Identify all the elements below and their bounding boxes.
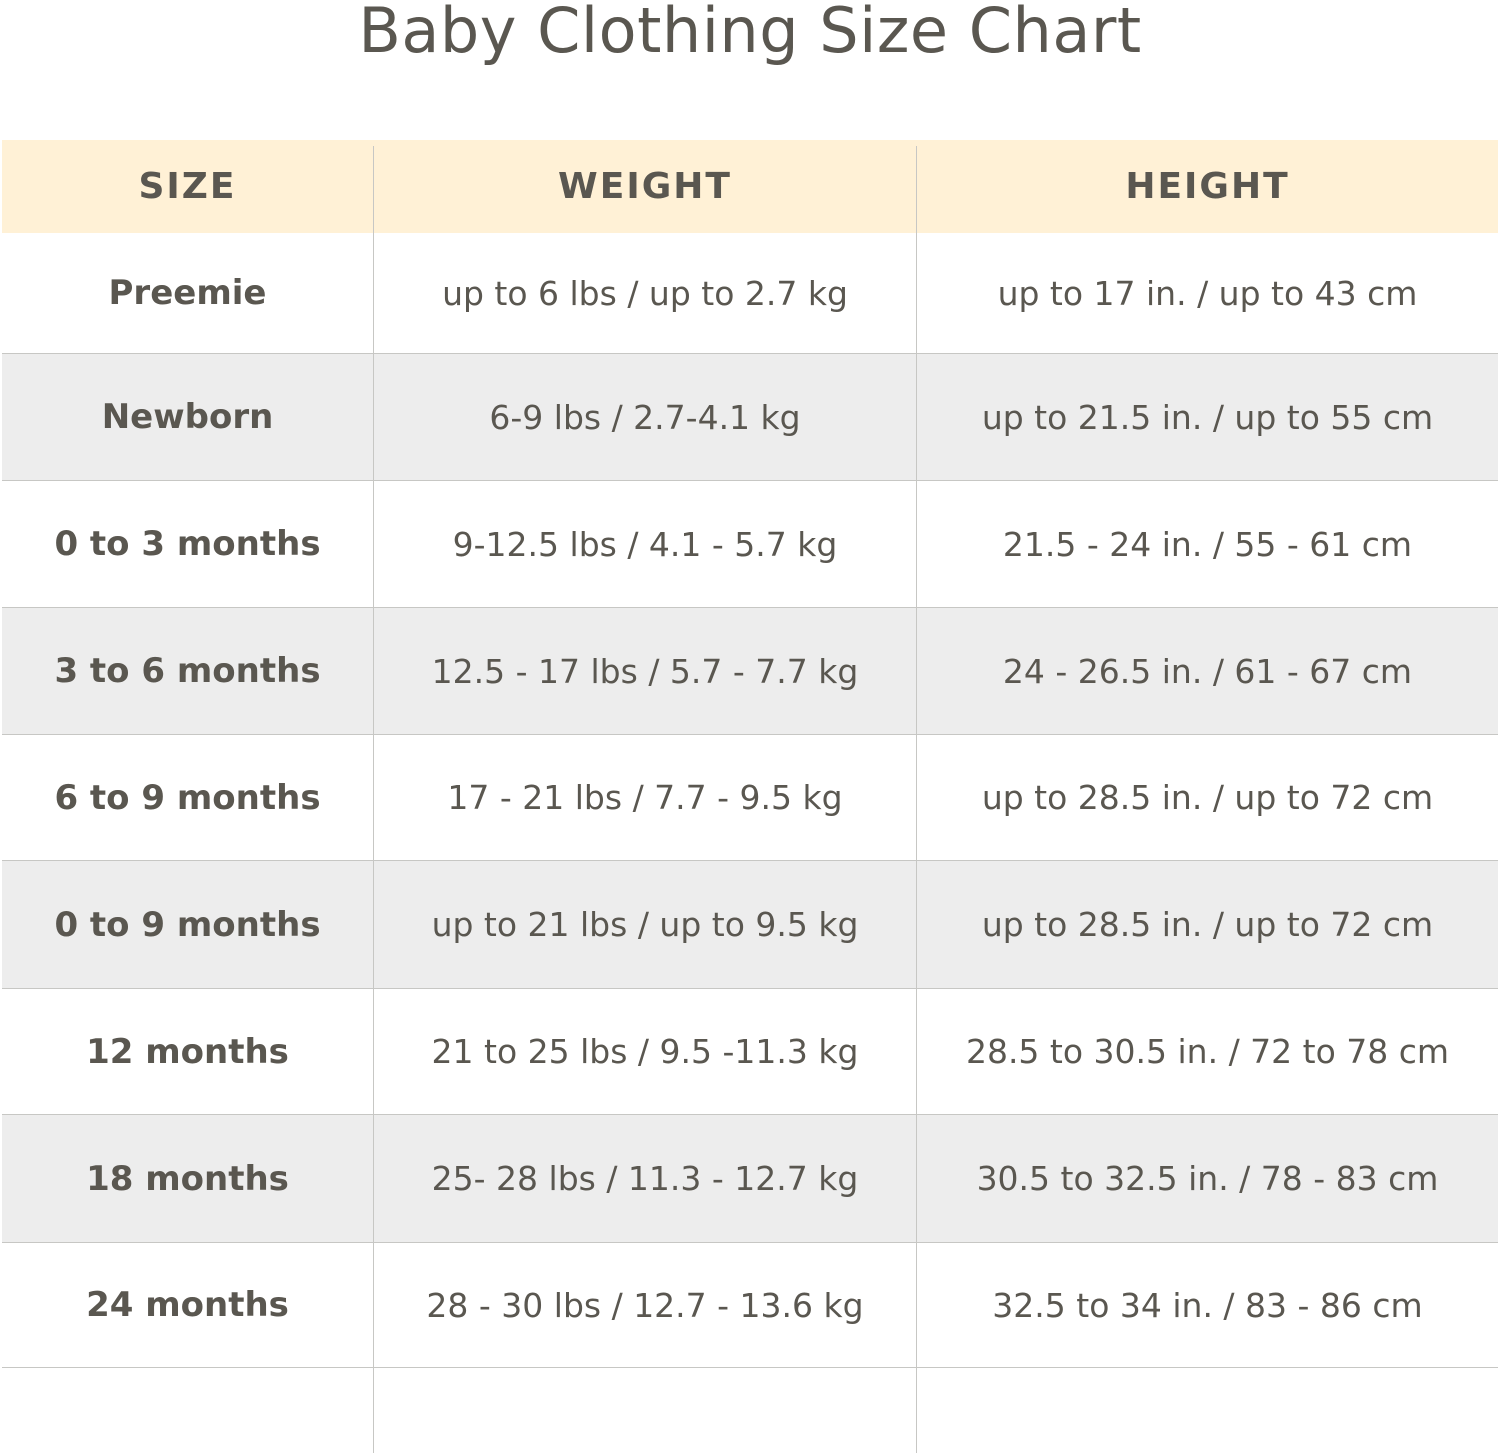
size-cell: 6 to 9 months (54, 777, 321, 818)
height-cell: 21.5 - 24 in. / 55 - 61 cm (1002, 524, 1413, 564)
table-row: 0 to 3 months 9-12.5 lbs / 4.1 - 5.7 kg … (2, 481, 1498, 608)
table-row: 3 to 6 months 12.5 - 17 lbs / 5.7 - 7.7 … (2, 608, 1498, 735)
table-row: 18 months 25- 28 lbs / 11.3 - 12.7 kg 30… (2, 1115, 1498, 1243)
height-cell: up to 28.5 in. / up to 72 cm (981, 778, 1434, 817)
table-row: 12 months 21 to 25 lbs / 9.5 -11.3 kg 28… (2, 989, 1498, 1115)
table-header-row: SIZE WEIGHT HEIGHT (2, 140, 1498, 233)
height-cell: up to 28.5 in. / up to 72 cm (981, 905, 1434, 944)
size-cell: Newborn (101, 397, 274, 437)
height-cell: up to 17 in. / up to 43 cm (997, 273, 1418, 313)
size-cell: 12 months (86, 1031, 289, 1072)
size-cell: 18 months (86, 1158, 289, 1199)
size-cell: 0 to 9 months (54, 904, 321, 945)
size-chart-table: SIZE WEIGHT HEIGHT Preemie up to 6 lbs /… (2, 140, 1498, 1453)
height-cell: 32.5 to 34 in. / 83 - 86 cm (992, 1285, 1423, 1325)
header-height: HEIGHT (1125, 166, 1290, 207)
table-row: Preemie up to 6 lbs / up to 2.7 kg up to… (2, 233, 1498, 354)
size-cell: 24 months (86, 1285, 289, 1325)
size-cell: 0 to 3 months (54, 524, 321, 564)
height-cell: 24 - 26.5 in. / 61 - 67 cm (1002, 651, 1413, 691)
weight-cell: 25- 28 lbs / 11.3 - 12.7 kg (431, 1159, 859, 1198)
table-row: Newborn 6-9 lbs / 2.7-4.1 kg up to 21.5 … (2, 354, 1498, 481)
weight-cell: 17 - 21 lbs / 7.7 - 9.5 kg (447, 778, 843, 817)
weight-cell: up to 6 lbs / up to 2.7 kg (442, 273, 848, 313)
size-cell: 3 to 6 months (54, 651, 321, 691)
weight-cell: 9-12.5 lbs / 4.1 - 5.7 kg (452, 524, 838, 564)
height-cell: 28.5 to 30.5 in. / 72 to 78 cm (965, 1032, 1450, 1071)
column-divider (916, 146, 917, 1453)
height-cell: up to 21.5 in. / up to 55 cm (981, 397, 1434, 437)
column-divider (373, 146, 374, 1453)
header-size: SIZE (138, 166, 237, 207)
table-row: 0 to 9 months up to 21 lbs / up to 9.5 k… (2, 861, 1498, 989)
weight-cell: 6-9 lbs / 2.7-4.1 kg (489, 397, 801, 437)
table-row: 6 to 9 months 17 - 21 lbs / 7.7 - 9.5 kg… (2, 735, 1498, 861)
page-title: Baby Clothing Size Chart (358, 0, 1142, 67)
weight-cell: 12.5 - 17 lbs / 5.7 - 7.7 kg (431, 651, 859, 691)
weight-cell: 28 - 30 lbs / 12.7 - 13.6 kg (426, 1285, 864, 1325)
weight-cell: 21 to 25 lbs / 9.5 -11.3 kg (431, 1032, 859, 1071)
height-cell: 30.5 to 32.5 in. / 78 - 83 cm (976, 1159, 1439, 1198)
size-cell: Preemie (108, 273, 267, 313)
weight-cell: up to 21 lbs / up to 9.5 kg (431, 905, 859, 944)
header-weight: WEIGHT (558, 166, 732, 207)
table-row: 24 months 28 - 30 lbs / 12.7 - 13.6 kg 3… (2, 1243, 1498, 1368)
